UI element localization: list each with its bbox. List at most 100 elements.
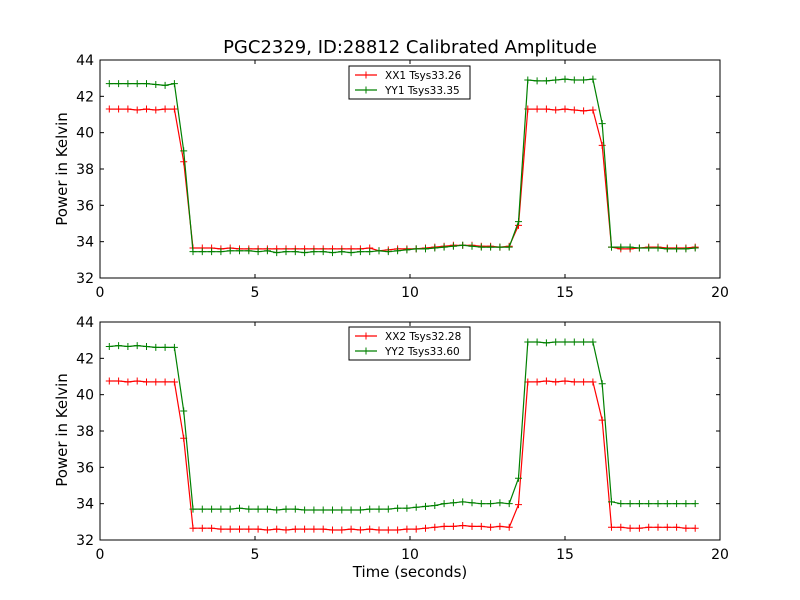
data-point <box>301 249 309 257</box>
data-point <box>208 248 216 256</box>
data-point <box>273 525 281 533</box>
data-point <box>319 525 327 533</box>
data-point <box>422 245 429 253</box>
data-point <box>338 526 346 534</box>
data-point <box>329 506 336 514</box>
data-point <box>626 524 634 532</box>
data-point <box>208 505 216 513</box>
data-point <box>208 524 216 532</box>
data-point <box>449 242 457 250</box>
data-point <box>654 244 662 252</box>
data-point <box>552 338 560 346</box>
data-point <box>542 105 550 113</box>
y-tick-label: 42 <box>76 351 94 367</box>
data-point <box>236 504 243 512</box>
data-point <box>552 76 560 84</box>
data-point <box>608 243 615 251</box>
data-point <box>682 524 690 532</box>
data-point <box>226 505 234 513</box>
series-line-2 <box>109 341 696 511</box>
data-point <box>515 501 522 509</box>
data-point <box>198 505 206 513</box>
data-point <box>198 524 206 532</box>
data-point <box>310 248 318 256</box>
x-tick-label: 0 <box>96 285 105 301</box>
data-point <box>133 80 141 88</box>
data-point <box>645 500 653 508</box>
data-point <box>161 105 169 113</box>
data-point <box>375 505 383 513</box>
x-tick-label: 5 <box>251 285 260 301</box>
data-point <box>673 523 681 531</box>
data-point <box>356 248 364 256</box>
y-tick-label: 40 <box>76 126 94 142</box>
data-point <box>431 501 439 509</box>
data-point <box>682 245 690 253</box>
data-point <box>580 378 588 386</box>
data-point <box>217 525 225 533</box>
x-tick-label: 20 <box>711 547 729 563</box>
data-point <box>291 505 299 513</box>
data-point <box>384 505 392 513</box>
data-point <box>291 248 299 256</box>
data-point <box>533 105 541 113</box>
legend-marker <box>362 332 370 340</box>
data-point <box>459 521 467 529</box>
x-tick-label: 10 <box>401 285 419 301</box>
data-point <box>180 147 188 155</box>
data-point <box>505 243 513 251</box>
data-point <box>356 526 364 534</box>
data-point <box>282 505 290 513</box>
data-point <box>412 525 420 533</box>
data-point <box>245 505 253 513</box>
data-point <box>645 523 653 531</box>
data-point <box>487 500 495 508</box>
data-point <box>431 523 439 531</box>
data-point <box>552 106 560 114</box>
data-point <box>598 141 606 149</box>
data-point <box>115 342 123 350</box>
series-line-1 <box>109 108 696 252</box>
data-point <box>384 248 392 256</box>
data-point <box>635 500 643 508</box>
data-point <box>608 523 615 531</box>
data-point <box>217 248 225 256</box>
bottom-panel: 0 5 10 15 20 32 34 36 38 40 42 44 XX2 Tsys32.28 YY2 T… <box>76 315 729 563</box>
data-point <box>133 106 141 114</box>
data-point <box>226 247 234 255</box>
data-point <box>161 81 169 89</box>
data-point <box>170 343 178 351</box>
data-point <box>245 247 253 255</box>
data-point <box>691 524 699 532</box>
legend-label: YY2 Tsys33.60 <box>384 346 460 358</box>
data-point <box>152 81 160 89</box>
y-tick-label: 40 <box>76 388 94 404</box>
data-point <box>115 377 123 385</box>
data-point <box>440 243 448 251</box>
data-point <box>589 378 597 386</box>
data-point <box>515 474 522 482</box>
data-point <box>226 525 234 533</box>
data-point <box>496 499 504 507</box>
data-point <box>124 343 132 351</box>
data-point <box>143 343 150 351</box>
data-point <box>403 504 411 512</box>
chart-title: PGC2329, ID:28812 Calibrated Amplitude <box>223 37 597 58</box>
data-point <box>338 506 346 514</box>
data-point <box>561 75 569 83</box>
data-point <box>310 506 318 514</box>
top-y-axis-label: Power in Kelvin <box>53 112 71 226</box>
data-point <box>217 505 225 513</box>
y-tick-label: 32 <box>76 271 94 287</box>
data-point <box>422 502 429 510</box>
y-tick-label: 42 <box>76 89 94 105</box>
data-point <box>617 243 625 251</box>
data-point <box>310 525 318 533</box>
y-tick-label: 36 <box>76 198 94 214</box>
data-point <box>663 500 671 508</box>
data-point <box>133 342 141 350</box>
data-point <box>570 378 578 386</box>
data-point <box>254 505 262 513</box>
data-point <box>673 500 681 508</box>
